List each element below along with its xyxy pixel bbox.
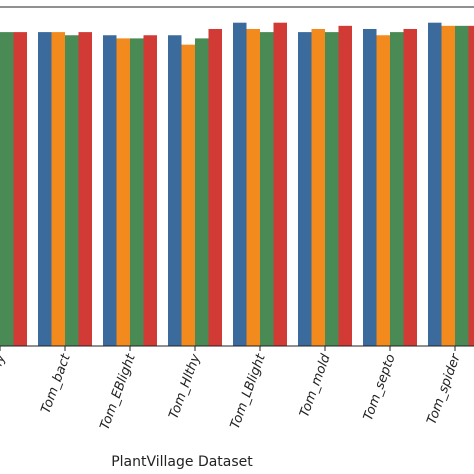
- bar-Tom_LBlight-series-1: [233, 22, 247, 346]
- bar-Tom_Curly-series-3: [0, 32, 14, 346]
- bar-Tom_spider-series-4: [468, 25, 474, 346]
- bar-Tom_EBlight-series-1: [103, 35, 117, 346]
- x-axis-title: PlantVillage Dataset: [111, 454, 253, 470]
- bar-Tom_septo-series-2: [376, 35, 390, 346]
- bar-Tom_LBlight-series-4: [273, 22, 287, 346]
- bar-Tom_septo-series-4: [403, 28, 417, 346]
- bar-Tom_mold-series-3: [325, 32, 339, 346]
- bar-Tom_EBlight-series-3: [130, 38, 144, 347]
- bar-Tom_EBlight-series-4: [143, 35, 157, 346]
- bar-Tom_spider-series-1: [428, 22, 442, 346]
- bar-Tom_bact-series-3: [65, 35, 79, 346]
- bar-Tom_mold-series-4: [338, 25, 352, 346]
- bar-Tom_bact-series-2: [51, 32, 65, 346]
- bar-Tom_LBlight-series-2: [246, 28, 260, 346]
- bar-Tom_septo-series-3: [390, 32, 404, 346]
- bar-Tom_EBlight-series-2: [116, 38, 130, 347]
- bar-Tom_Hlthy-series-3: [195, 38, 209, 347]
- bar-Tom_Hlthy-series-1: [168, 35, 182, 346]
- bar-Tom_spider-series-2: [441, 25, 455, 346]
- bar-Tom_septo-series-1: [363, 28, 377, 346]
- bar-Tom_Hlthy-series-4: [208, 28, 222, 346]
- bar-Tom_LBlight-series-3: [260, 32, 274, 346]
- bar-Tom_Hlthy-series-2: [181, 44, 195, 347]
- bars-group: [0, 22, 474, 347]
- bar-Tom_Curly-series-4: [13, 32, 27, 346]
- bar-Tom_bact-series-4: [78, 32, 92, 346]
- bar-Tom_bact-series-1: [38, 32, 52, 346]
- bar-Tom_mold-series-1: [298, 32, 312, 346]
- bar-Tom_spider-series-3: [455, 25, 469, 346]
- bar-Tom_mold-series-2: [311, 28, 325, 346]
